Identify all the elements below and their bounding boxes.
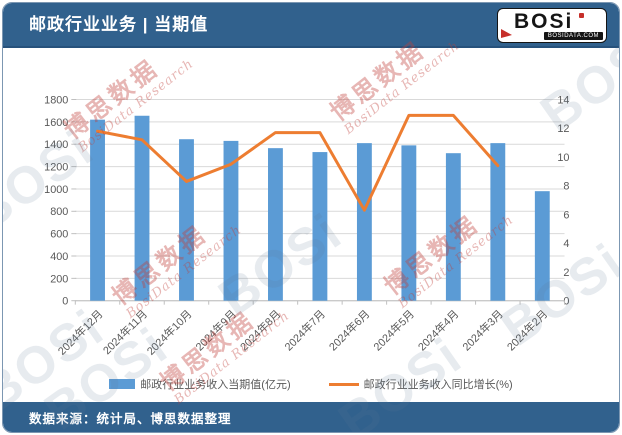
bar — [268, 148, 283, 301]
right-axis-label: 0 — [563, 296, 569, 308]
bar-series-swatch — [109, 379, 136, 389]
logo-flag-icon — [501, 29, 512, 38]
legend-bar-label: 邮政行业业务收入当期值(亿元) — [140, 379, 291, 391]
left-axis-label: 600 — [50, 229, 68, 241]
left-axis-label: 1000 — [44, 184, 68, 196]
legend-line-label: 邮政行业业务收入同比增长(%) — [363, 379, 513, 391]
left-axis-label: 1400 — [44, 139, 68, 151]
x-axis-label: 2024年6月 — [326, 307, 373, 354]
bar — [179, 139, 194, 301]
left-axis-label: 1800 — [44, 95, 68, 107]
right-axis-label: 14 — [557, 95, 569, 107]
bar — [134, 115, 150, 301]
chart-area: 0 200 400 600 800 1000 1200 1400 1600 1800 0 2 4 6 8 10… — [3, 50, 619, 406]
left-axis-label: 1600 — [44, 117, 68, 129]
left-axis-label: 1200 — [44, 162, 68, 174]
x-axis-label: 2024年10月 — [144, 307, 195, 358]
line-series-swatch — [328, 382, 359, 386]
data-source: 数据来源：统计局、博思数据整理 — [29, 411, 232, 426]
x-axis-label: 2024年2月 — [504, 307, 551, 354]
x-axis-label: 2024年8月 — [237, 307, 284, 354]
bar — [356, 143, 372, 301]
x-axis-label: 2024年4月 — [415, 307, 462, 354]
left-axis-label: 200 — [50, 273, 68, 285]
left-axis-label: 0 — [62, 296, 68, 308]
bosi-logo: BOSi BOSIDATA.COM — [497, 8, 607, 43]
legend: 邮政行业业务收入当期值(亿元) 邮政行业业务收入同比增长(%) — [3, 376, 619, 392]
right-axis-label: 2 — [563, 267, 569, 279]
chart-svg: 0 200 400 600 800 1000 1200 1400 1600 1800 0 2 4 6 8 10… — [44, 95, 569, 358]
x-axis-label: 2024年11月 — [100, 307, 150, 357]
logo-red-dot-icon — [579, 13, 584, 18]
right-axis-label: 12 — [557, 123, 569, 135]
page-title: 邮政行业业务 | 当期值 — [29, 15, 209, 34]
right-axis-label: 6 — [563, 209, 569, 221]
left-axis-label: 800 — [50, 206, 68, 218]
x-axis-label: 2024年9月 — [192, 307, 239, 354]
bar — [401, 145, 417, 301]
bar — [445, 153, 461, 301]
bar — [534, 191, 550, 301]
x-axis-label: 2024年5月 — [370, 307, 417, 354]
logo-subtext: BOSIDATA.COM — [543, 32, 603, 40]
x-axis-label: 2024年3月 — [459, 307, 506, 354]
trend-line — [96, 113, 500, 212]
bar — [312, 152, 328, 301]
x-axis-label: 2024年7月 — [281, 307, 328, 354]
x-axis-label: 2024年12月 — [55, 307, 106, 358]
right-axis-label: 4 — [563, 238, 569, 250]
legend-item-bars: 邮政行业业务收入当期值(亿元) — [109, 376, 291, 392]
header: 邮政行业业务 | 当期值 BOSi BOSIDATA.COM — [3, 3, 619, 48]
bar — [223, 140, 239, 301]
footer: 数据来源：统计局、博思数据整理 — [3, 402, 619, 432]
right-axis-label: 10 — [557, 152, 569, 164]
logo-text: BOSi — [514, 10, 574, 33]
legend-item-line: 邮政行业业务收入同比增长(%) — [328, 376, 513, 392]
left-axis-label: 400 — [50, 251, 68, 263]
bar — [490, 143, 506, 301]
right-axis-label: 8 — [563, 181, 569, 193]
bar — [90, 119, 105, 301]
